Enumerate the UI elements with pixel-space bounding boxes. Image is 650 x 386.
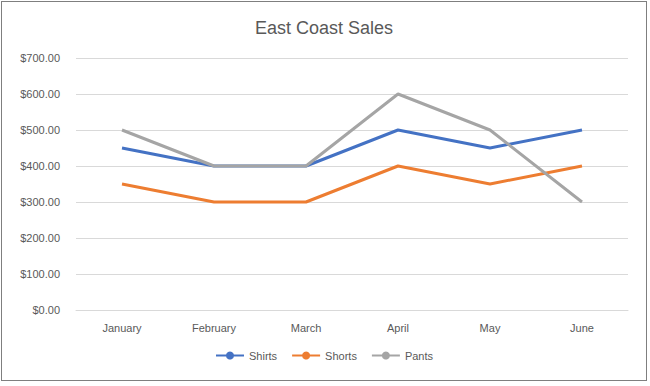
svg-text:$600.00: $600.00: [20, 88, 60, 100]
svg-text:$100.00: $100.00: [20, 268, 60, 280]
svg-text:January: January: [102, 322, 142, 334]
svg-text:June: June: [570, 322, 594, 334]
svg-text:May: May: [480, 322, 501, 334]
svg-text:$0.00: $0.00: [32, 304, 60, 316]
svg-text:$200.00: $200.00: [20, 232, 60, 244]
svg-text:Pants: Pants: [405, 350, 434, 362]
svg-text:$300.00: $300.00: [20, 196, 60, 208]
svg-text:$500.00: $500.00: [20, 124, 60, 136]
svg-text:March: March: [291, 322, 322, 334]
svg-text:Shorts: Shorts: [325, 350, 357, 362]
svg-text:February: February: [192, 322, 237, 334]
svg-text:East Coast Sales: East Coast Sales: [255, 18, 393, 38]
svg-text:April: April: [387, 322, 409, 334]
svg-text:$700.00: $700.00: [20, 52, 60, 64]
svg-text:$400.00: $400.00: [20, 160, 60, 172]
svg-text:Shirts: Shirts: [249, 350, 278, 362]
